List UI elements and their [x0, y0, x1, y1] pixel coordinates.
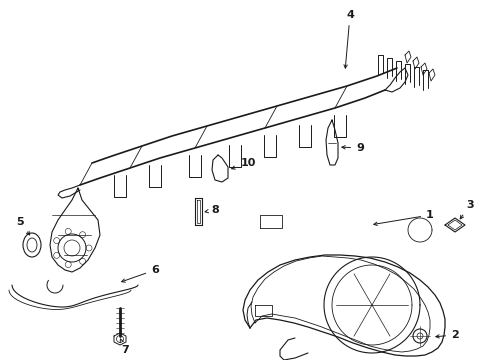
Text: 6: 6: [122, 265, 159, 282]
Text: 5: 5: [16, 217, 30, 235]
Text: 7: 7: [120, 339, 129, 355]
Text: 3: 3: [459, 200, 473, 219]
Text: 2: 2: [435, 330, 458, 340]
Text: 4: 4: [343, 10, 353, 68]
Text: 10: 10: [231, 158, 255, 169]
Text: 9: 9: [341, 143, 363, 153]
Text: 8: 8: [204, 205, 219, 215]
Text: 1: 1: [373, 210, 433, 225]
